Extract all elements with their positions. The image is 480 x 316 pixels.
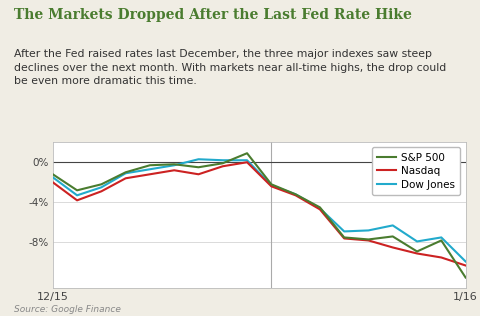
Legend: S&P 500, Nasdaq, Dow Jones: S&P 500, Nasdaq, Dow Jones [372, 147, 460, 195]
Text: The Markets Dropped After the Last Fed Rate Hike: The Markets Dropped After the Last Fed R… [14, 8, 412, 22]
Text: After the Fed raised rates last December, the three major indexes saw steep
decl: After the Fed raised rates last December… [14, 49, 447, 86]
Text: Source: Google Finance: Source: Google Finance [14, 306, 121, 314]
